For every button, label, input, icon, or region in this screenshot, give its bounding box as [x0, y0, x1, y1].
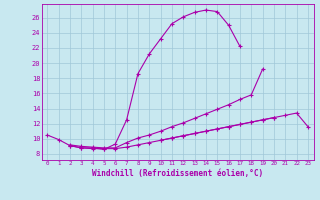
- X-axis label: Windchill (Refroidissement éolien,°C): Windchill (Refroidissement éolien,°C): [92, 169, 263, 178]
